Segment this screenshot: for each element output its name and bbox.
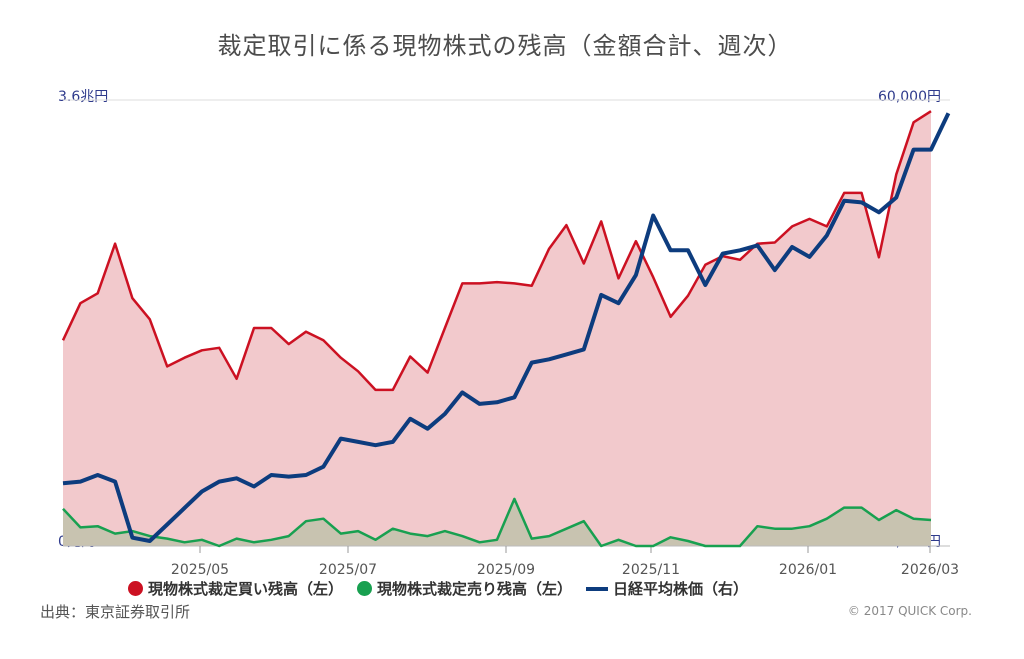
sell-marker-icon: [357, 581, 373, 596]
source-note: 出典：東京証券取引所: [40, 603, 191, 621]
legend-label-sell: 現物株式裁定売り残高（左）: [377, 580, 573, 598]
copyright-note: © 2017 QUICK Corp.: [847, 604, 972, 618]
left-axis-max-label: 3.6兆円: [58, 89, 109, 105]
x-tick-label: 2026/03: [901, 562, 959, 578]
x-tick-label: 2025/05: [171, 562, 229, 578]
chart-title: 裁定取引に係る現物株式の残高（金額合計、週次）: [217, 32, 793, 60]
x-tick-label: 2025/09: [477, 562, 535, 578]
x-tick-label: 2025/07: [319, 562, 377, 578]
legend-label-nikkei: 日経平均株価（右）: [613, 580, 749, 598]
chart-legend: 現物株式裁定買い残高（左） 現物株式裁定売り残高（左） 日経平均株価（右）: [128, 578, 748, 599]
legend-item-sell[interactable]: 現物株式裁定売り残高（左）: [357, 578, 572, 599]
right-axis-max-label: 60,000円: [878, 89, 941, 105]
nikkei-average-line: [62, 112, 951, 543]
legend-item-nikkei[interactable]: 日経平均株価（右）: [586, 578, 748, 599]
buy-balance-area: [63, 111, 931, 546]
nikkei-line-icon: [586, 586, 609, 591]
buy-balance-line: [61, 110, 932, 392]
legend-item-buy[interactable]: 現物株式裁定買い残高（左）: [128, 578, 343, 599]
buy-marker-icon: [128, 581, 143, 596]
sell-balance-line: [62, 497, 932, 548]
x-tick-label: 2025/11: [622, 562, 680, 578]
legend-label-buy: 現物株式裁定買い残高（左）: [148, 580, 344, 598]
x-tick-label: 2026/01: [779, 562, 837, 578]
